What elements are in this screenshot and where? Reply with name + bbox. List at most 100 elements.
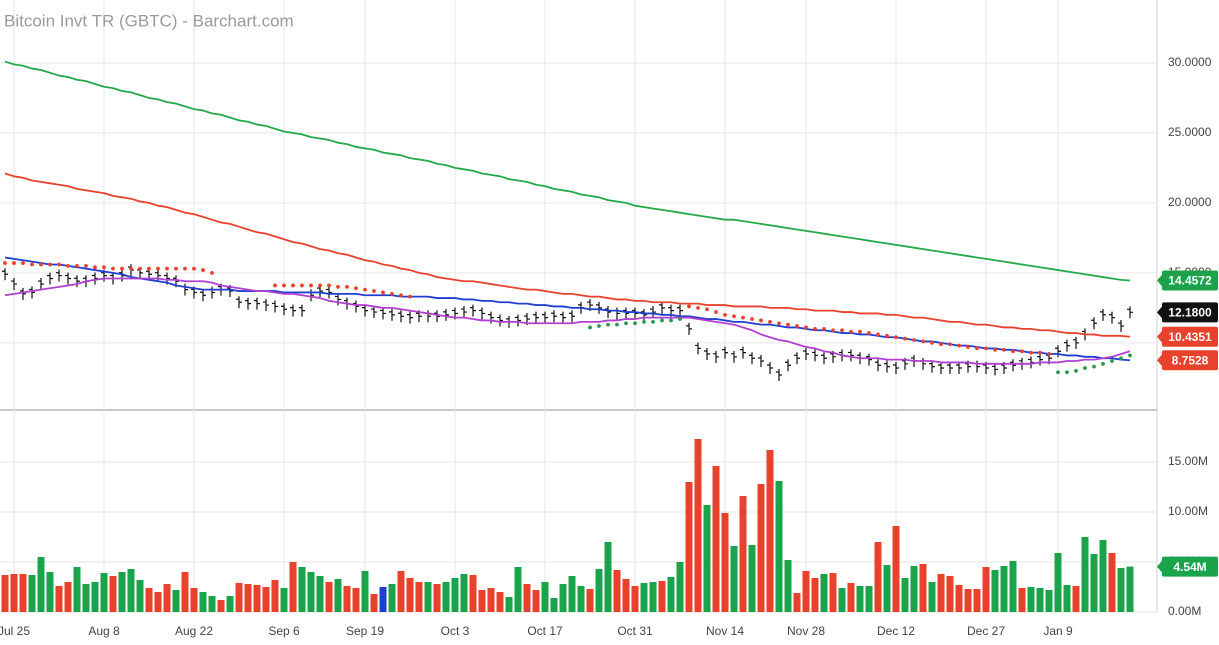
volume-bar: [388, 584, 396, 612]
volume-bar: [352, 588, 360, 612]
volume-bar: [631, 586, 639, 612]
volume-bar: [928, 582, 936, 612]
volume-bar: [154, 592, 162, 612]
volume-bar: [766, 450, 774, 612]
volume-bar: [739, 496, 747, 612]
volume-bar: [532, 590, 540, 612]
volume-bar: [1054, 553, 1062, 612]
price-bar: [47, 272, 53, 285]
x-tick-label: Jul 25: [0, 624, 30, 638]
volume-bar: [982, 567, 990, 612]
price-bar: [632, 307, 638, 320]
volume-bar: [424, 582, 432, 612]
volume-bar: [1126, 566, 1134, 612]
sar-dot: [1101, 361, 1105, 366]
volume-bar: [73, 567, 81, 612]
sar-dot: [282, 283, 286, 288]
volume-bar: [694, 439, 702, 612]
sar-dot: [1074, 368, 1078, 373]
price-bar: [623, 307, 629, 320]
volume-bar: [586, 589, 594, 612]
badge-pointer: [1157, 329, 1163, 344]
sar-dot: [192, 266, 196, 271]
volume-bar: [1045, 590, 1053, 612]
sar-dot: [912, 338, 916, 342]
sar-dot: [831, 328, 835, 333]
volume-bar: [208, 596, 216, 612]
sar-dot: [993, 347, 997, 352]
volume-bar: [379, 587, 387, 612]
badge: [1162, 270, 1218, 291]
sar-dot: [642, 319, 646, 324]
sar-dot: [57, 262, 61, 267]
price-bar: [407, 311, 413, 324]
sar-dot: [165, 266, 169, 271]
price-bar: [947, 362, 953, 375]
volume-bar: [235, 583, 243, 612]
badge-label: 14.4572: [1168, 274, 1212, 288]
price-bar: [155, 269, 161, 282]
volume-bar: [514, 567, 522, 612]
price-bar: [200, 289, 206, 302]
sar-dot: [381, 290, 385, 295]
volume-bar: [361, 571, 369, 612]
price-bar: [515, 314, 521, 327]
volume-bar: [568, 576, 576, 612]
volume-bar: [406, 578, 414, 612]
sar-dot: [777, 321, 781, 326]
volume-bar: [478, 590, 486, 612]
sar-dot: [129, 266, 133, 271]
volume-bar: [460, 574, 468, 612]
sar-dot: [867, 331, 871, 335]
price-bar: [56, 269, 62, 282]
sar-dot: [930, 340, 934, 345]
volume-bar: [901, 578, 909, 612]
x-tick-label: Jan 9: [1043, 624, 1073, 638]
price-bar: [767, 362, 773, 375]
price-bar: [11, 278, 17, 291]
sar-dot: [120, 266, 124, 271]
volume-bar: [298, 567, 306, 612]
sar-dot: [696, 305, 700, 310]
volume-bar: [442, 582, 450, 612]
sar-dot: [345, 284, 349, 289]
sar-dot: [669, 318, 673, 323]
price-bar: [785, 359, 791, 372]
sar-dot: [786, 322, 790, 327]
badge: [1162, 302, 1218, 323]
sar-dot: [633, 321, 637, 326]
price-bar: [866, 353, 872, 366]
badge: [1162, 556, 1218, 577]
volume-bar: [892, 526, 900, 612]
volume-bar: [451, 578, 459, 612]
volume-bar: [1000, 566, 1008, 612]
price-bar: [695, 342, 701, 355]
moving-average-line: [4, 277, 1131, 365]
volume-bar: [883, 565, 891, 612]
sar-dot: [363, 287, 367, 292]
x-tick-label: Oct 3: [441, 624, 470, 638]
volume-bar: [685, 482, 693, 612]
volume-bar: [937, 574, 945, 612]
volume-bar: [307, 572, 315, 612]
price-bar: [713, 350, 719, 363]
sar-dot: [858, 329, 862, 334]
sar-dot: [354, 286, 358, 291]
y-tick-label: 25.0000: [1168, 125, 1212, 139]
sar-dot: [291, 283, 295, 288]
price-bar: [875, 359, 881, 372]
price-bar: [542, 311, 548, 324]
volume-bar: [433, 584, 441, 612]
sar-dot: [318, 283, 322, 288]
volume-bar: [910, 566, 918, 612]
volume-bar: [793, 593, 801, 612]
price-bar: [776, 369, 782, 382]
price-bar: [1109, 311, 1115, 324]
sar-dot: [984, 346, 988, 351]
y-tick-label: 15.00M: [1168, 454, 1208, 468]
price-bar: [371, 306, 377, 319]
sar-dot: [1011, 349, 1015, 354]
sar-dot: [876, 332, 880, 337]
price-bar: [794, 352, 800, 365]
